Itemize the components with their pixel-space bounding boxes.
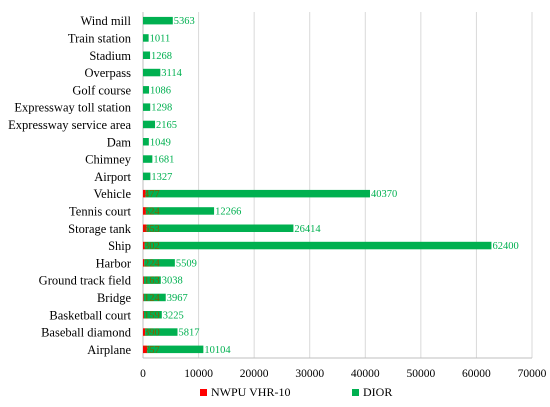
- category-label: Tennis court: [69, 204, 131, 218]
- x-tick-label: 60000: [462, 368, 491, 380]
- value-label-dior: 1011: [150, 33, 171, 44]
- value-label-dior: 3038: [162, 276, 183, 287]
- bar-dior: [144, 259, 175, 267]
- bar-dior: [143, 311, 162, 319]
- value-label-dior: 5363: [174, 16, 195, 27]
- bar-dior: [143, 120, 156, 129]
- bar-nwpu-vhr10: [143, 259, 145, 267]
- value-label-dior: 1298: [151, 103, 172, 114]
- x-tick-label: 30000: [295, 368, 324, 380]
- legend: NWPU VHR-10 DIOR: [200, 385, 392, 399]
- bar-nwpu-vhr10: [143, 189, 146, 198]
- value-label-nwpu: 302: [144, 241, 160, 252]
- value-label-dior: 3967: [167, 293, 188, 304]
- bar-dior: [147, 345, 204, 354]
- value-label-dior: 1327: [151, 172, 172, 183]
- x-tick-label: 70000: [518, 368, 547, 380]
- category-label: Harbor: [96, 256, 132, 270]
- category-label: Ground track field: [39, 274, 132, 288]
- category-label: Ship: [108, 239, 131, 253]
- bars: [143, 16, 492, 354]
- value-label-dior: 26414: [294, 224, 321, 235]
- bar-nwpu-vhr10: [143, 241, 145, 250]
- category-label: Golf course: [72, 83, 131, 97]
- category-label: Baseball diamond: [41, 326, 132, 340]
- value-label-dior: 1049: [150, 137, 171, 148]
- value-label-dior: 1681: [153, 155, 174, 166]
- category-label: Expressway service area: [8, 118, 131, 132]
- value-label-nwpu: 163: [144, 276, 160, 287]
- value-label-nwpu: 224: [144, 258, 161, 269]
- bar-nwpu-vhr10: [143, 207, 146, 215]
- x-tick-label: 0: [140, 368, 146, 380]
- value-label-nwpu: 653: [144, 224, 160, 235]
- bar-nwpu-vhr10: [143, 224, 147, 232]
- value-label-nwpu: 124: [144, 293, 161, 304]
- value-label-nwpu: 159: [144, 310, 160, 321]
- x-tick-label: 40000: [351, 368, 380, 380]
- bar-dior: [144, 241, 492, 250]
- bar-dior: [143, 103, 151, 111]
- bar-dior: [143, 51, 151, 59]
- bar-dior: [143, 16, 173, 25]
- bar-nwpu-vhr10: [143, 311, 144, 319]
- value-label-dior: 62400: [492, 241, 518, 252]
- bar-dior: [146, 224, 294, 232]
- value-label-nwpu: 477: [144, 189, 160, 200]
- value-label-dior: 12266: [215, 206, 241, 217]
- legend-label-dior: DIOR: [363, 385, 392, 399]
- category-label: Stadium: [89, 49, 131, 63]
- category-label: Chimney: [85, 153, 132, 167]
- legend-label-nwpu: NWPU VHR-10: [211, 385, 290, 399]
- value-label-nwpu: 524: [144, 206, 161, 217]
- value-label-dior: 2165: [156, 120, 177, 131]
- bar-dior: [143, 155, 153, 163]
- bar-nwpu-vhr10: [143, 345, 148, 354]
- x-tick-label: 50000: [406, 368, 435, 380]
- bar-dior: [143, 34, 149, 42]
- category-label: Vehicle: [94, 187, 132, 201]
- bar-dior: [145, 189, 370, 198]
- category-label: Dam: [107, 135, 132, 149]
- value-label-nwpu: 757: [144, 345, 160, 356]
- bar-nwpu-vhr10: [143, 293, 144, 302]
- bar-dior: [143, 68, 161, 77]
- bar-dior: [143, 276, 161, 284]
- bar-dior: [143, 138, 149, 146]
- gridlines: [142, 12, 533, 359]
- category-label: Basketball court: [49, 308, 131, 322]
- value-label-dior: 5817: [178, 328, 199, 339]
- value-label-dior: 3114: [161, 68, 182, 79]
- bar-dior: [143, 293, 166, 302]
- category-labels: Wind mill Train station Stadium Overpass Gol…: [8, 14, 132, 357]
- bar-nwpu-vhr10: [143, 328, 146, 336]
- category-label: Storage tank: [68, 222, 132, 236]
- value-label-dior: 1086: [150, 85, 171, 96]
- category-label: Airport: [94, 170, 131, 184]
- bar-nwpu-vhr10: [143, 276, 144, 284]
- bar-dior: [143, 86, 150, 94]
- x-tick-labels: 0 10000 20000 30000 40000 50000 60000 70000: [140, 368, 547, 380]
- category-label: Overpass: [84, 66, 131, 80]
- legend-swatch-dior: [352, 389, 359, 396]
- value-label-nwpu: 390: [144, 328, 160, 339]
- x-tick-label: 20000: [240, 368, 269, 380]
- legend-swatch-nwpu: [200, 389, 207, 396]
- category-label: Airplane: [87, 343, 131, 357]
- category-label: Wind mill: [80, 14, 131, 28]
- value-label-dior: 5509: [176, 258, 197, 269]
- value-label-dior: 1268: [151, 51, 172, 62]
- bar-dior: [145, 207, 215, 215]
- value-label-dior: 40370: [371, 189, 397, 200]
- value-label-dior: 10104: [204, 345, 231, 356]
- category-label: Expressway toll station: [14, 101, 131, 115]
- category-label: Train station: [68, 31, 132, 45]
- x-tick-label: 10000: [184, 368, 213, 380]
- bar-dior: [143, 172, 151, 181]
- value-label-dior: 3225: [163, 310, 184, 321]
- bar-dior: [145, 328, 178, 336]
- category-label: Bridge: [97, 291, 131, 305]
